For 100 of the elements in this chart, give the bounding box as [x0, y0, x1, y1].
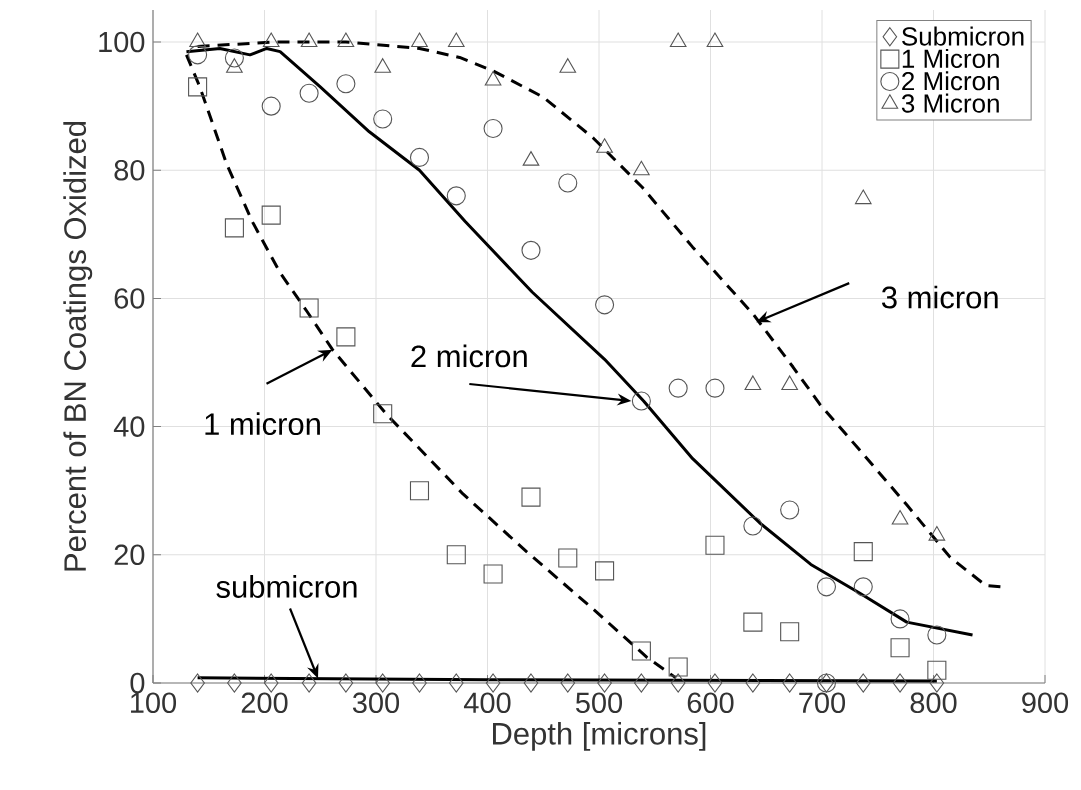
annotation: 1 micron	[205, 412, 320, 436]
y-tick-label: 100	[99, 31, 145, 53]
legend-label: 3 Micron	[901, 93, 999, 113]
point	[261, 205, 281, 225]
x-tick-label: 800	[910, 692, 957, 714]
annotation: 3 micron	[881, 285, 998, 309]
point	[299, 298, 319, 318]
point	[595, 295, 615, 315]
point	[744, 375, 762, 390]
point	[595, 561, 615, 581]
point	[189, 32, 206, 48]
point	[411, 32, 428, 48]
point	[597, 673, 612, 693]
x-tick-label: 300	[352, 692, 400, 714]
point	[336, 74, 356, 94]
point	[373, 109, 393, 129]
point	[670, 673, 686, 693]
point	[337, 32, 355, 48]
point	[374, 58, 392, 73]
point	[262, 32, 280, 48]
legend-label: 1 Micron	[902, 48, 999, 69]
point	[300, 32, 318, 48]
point	[227, 673, 242, 693]
point	[929, 673, 945, 693]
point	[188, 45, 208, 65]
point	[483, 564, 503, 584]
point	[523, 673, 539, 693]
point	[780, 622, 800, 642]
x-tick-label: 400	[463, 692, 511, 714]
point	[780, 500, 800, 520]
point	[521, 487, 541, 507]
point	[705, 378, 725, 398]
point	[261, 96, 281, 116]
point	[224, 48, 244, 68]
point	[706, 32, 724, 48]
point	[485, 673, 501, 693]
point	[521, 240, 541, 260]
point	[743, 516, 763, 536]
annotation: 2 micron	[411, 344, 527, 368]
x-tick-label: 500	[575, 692, 623, 714]
point	[707, 673, 723, 693]
x-tick-label: 700	[799, 692, 846, 714]
point	[446, 545, 466, 565]
point	[634, 673, 649, 693]
point	[446, 186, 466, 206]
point	[927, 660, 947, 680]
x-tick-label: 600	[687, 692, 734, 714]
point	[890, 609, 910, 629]
point	[927, 625, 947, 645]
point	[447, 32, 465, 48]
point	[854, 189, 872, 205]
point	[336, 327, 356, 347]
point	[631, 391, 651, 411]
point	[263, 673, 279, 693]
point	[412, 673, 427, 693]
point	[781, 375, 799, 390]
point	[853, 577, 873, 597]
point	[559, 58, 577, 73]
point	[668, 378, 688, 398]
point	[373, 404, 393, 424]
point	[448, 673, 464, 693]
y-tick-label: 40	[113, 416, 145, 437]
point	[890, 638, 910, 658]
point	[743, 612, 763, 632]
point	[631, 641, 651, 661]
point	[892, 673, 908, 693]
point	[375, 673, 390, 693]
x-axis-title: Depth [microns]	[493, 721, 706, 751]
legend-label: 2 Micron	[902, 71, 999, 91]
point	[301, 673, 317, 693]
point	[745, 673, 761, 693]
x-tick-label: 900	[1022, 692, 1069, 714]
point	[928, 526, 946, 541]
point	[782, 673, 797, 693]
y-tick-label: 60	[114, 288, 145, 309]
y-axis-title: Percent of BN Coatings Oxidized	[63, 121, 93, 571]
point	[633, 160, 650, 176]
point	[226, 58, 243, 73]
point	[891, 510, 909, 525]
y-tick-label: 20	[114, 544, 145, 566]
point	[224, 218, 244, 238]
point	[853, 542, 873, 562]
point	[816, 577, 837, 597]
point	[558, 548, 578, 568]
legend-label: Submicron	[902, 26, 1024, 46]
annotation: submicron	[216, 575, 357, 598]
point	[522, 151, 540, 166]
point	[483, 119, 503, 139]
point	[669, 32, 687, 48]
point	[855, 673, 871, 693]
point	[409, 147, 430, 167]
y-tick-label: 80	[114, 159, 145, 181]
point	[705, 535, 725, 555]
y-tick-label: 0	[130, 672, 145, 694]
point	[668, 657, 688, 677]
point	[338, 673, 354, 693]
point	[596, 138, 613, 153]
point	[188, 77, 208, 97]
x-tick-label: 100	[131, 692, 177, 714]
point	[409, 481, 430, 501]
